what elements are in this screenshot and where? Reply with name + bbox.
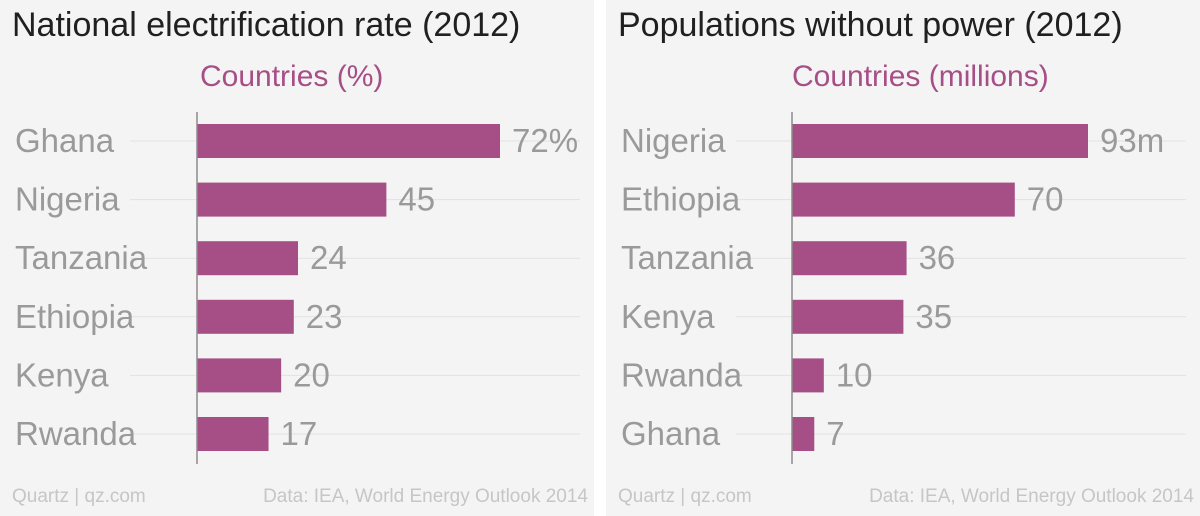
data-label: 36	[919, 239, 956, 276]
data-label: 35	[915, 298, 952, 335]
bar-plot-electrification: Ghana 72% Nigeria 45 Tanzania 24 Ethiopia 23 Ken…	[15, 112, 580, 464]
data-label: 93m	[1100, 122, 1164, 159]
chart-title: Populations without power (2012)	[618, 6, 1123, 44]
category-label: Nigeria	[621, 122, 726, 159]
bar	[792, 124, 1088, 158]
source-credit: Quartz | qz.com	[618, 486, 752, 507]
bar	[197, 241, 298, 276]
source-credit: Quartz | qz.com	[12, 486, 146, 507]
chart-subtitle: Countries (%)	[200, 60, 384, 93]
category-label: Tanzania	[15, 239, 148, 276]
data-label: 70	[1027, 181, 1064, 218]
category-label: Ethiopia	[621, 181, 741, 218]
category-label: Rwanda	[621, 356, 743, 393]
category-label: Ghana	[621, 415, 721, 452]
data-label: 17	[281, 415, 318, 452]
category-label: Kenya	[621, 298, 715, 335]
category-label: Nigeria	[15, 181, 120, 218]
bar	[792, 241, 907, 276]
bar	[197, 299, 294, 334]
category-label: Ghana	[15, 122, 115, 159]
category-label: Tanzania	[621, 239, 754, 276]
bar	[792, 299, 904, 334]
bar	[197, 182, 387, 217]
bar	[792, 358, 824, 393]
category-label: Rwanda	[15, 415, 137, 452]
chart-panel-electrification: National electrification rate (2012) Cou…	[0, 0, 594, 516]
data-label: 10	[836, 356, 873, 393]
chart-title: National electrification rate (2012)	[12, 6, 521, 44]
data-label: 23	[306, 298, 343, 335]
bar	[197, 417, 269, 451]
bar	[792, 417, 815, 451]
data-label: 20	[293, 356, 330, 393]
chart-subtitle: Countries (millions)	[792, 60, 1049, 93]
category-label: Kenya	[15, 356, 109, 393]
data-label: 45	[398, 181, 435, 218]
bar	[197, 124, 500, 158]
chart-panel-without-power: Populations without power (2012) Countri…	[606, 0, 1200, 516]
data-label: 72%	[512, 122, 578, 159]
bar	[792, 182, 1015, 217]
data-label: 24	[310, 239, 347, 276]
category-label: Ethiopia	[15, 298, 135, 335]
bar-plot-without-power: Nigeria 93m Ethiopia 70 Tanzania 36 Kenya 35 Rwa…	[621, 112, 1186, 464]
data-credit: Data: IEA, World Energy Outlook 2014	[869, 486, 1194, 507]
data-credit: Data: IEA, World Energy Outlook 2014	[263, 486, 588, 507]
data-label: 7	[826, 415, 844, 452]
bar	[197, 358, 282, 393]
